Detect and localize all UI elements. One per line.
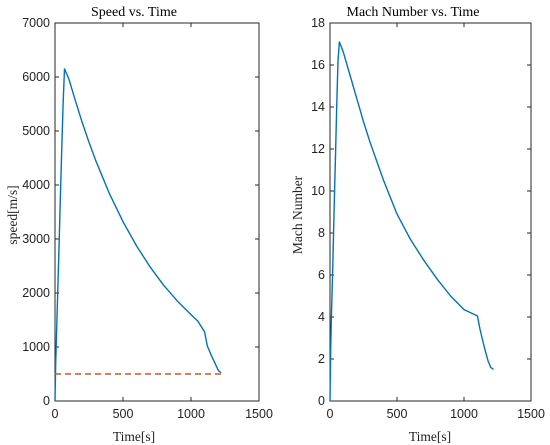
y-tick-label: 0 xyxy=(43,394,50,408)
y-tick-label: 5000 xyxy=(22,124,50,138)
x-tick-label: 500 xyxy=(113,407,134,421)
y-tick-label: 3000 xyxy=(22,232,50,246)
x-tick-label: 1500 xyxy=(517,407,545,421)
x-tick-label: 0 xyxy=(52,407,59,421)
y-tick-label: 0 xyxy=(318,394,325,408)
mach-chart: Mach Number vs. Time Time[s] Mach Number… xyxy=(290,5,545,444)
y-tick-label: 18 xyxy=(311,16,325,30)
series-line xyxy=(54,68,222,402)
speed-chart-xlabel: Time[s] xyxy=(113,429,155,444)
y-tick-label: 1000 xyxy=(22,340,50,354)
x-tick-label: 500 xyxy=(387,407,408,421)
y-tick-label: 12 xyxy=(311,142,325,156)
series-line xyxy=(329,41,494,402)
speed-chart-title: Speed vs. Time xyxy=(91,5,177,20)
mach-chart-title: Mach Number vs. Time xyxy=(347,5,480,20)
y-tick-label: 6 xyxy=(318,268,325,282)
y-tick-label: 2000 xyxy=(22,286,50,300)
x-tick-label: 1500 xyxy=(245,407,273,421)
speed-chart-ylabel: speed[m/s] xyxy=(5,185,20,244)
mach-chart-ylabel: Mach Number xyxy=(290,175,305,254)
y-tick-label: 4000 xyxy=(22,178,50,192)
y-tick-label: 2 xyxy=(318,352,325,366)
y-tick-label: 10 xyxy=(311,184,325,198)
speed-chart-ticks: 0 500 1000 1500 0 1000 2000 3000 4000 5000 6000 700… xyxy=(22,16,273,421)
y-tick-label: 4 xyxy=(318,310,325,324)
mach-chart-xlabel: Time[s] xyxy=(409,429,451,444)
y-tick-label: 16 xyxy=(311,58,325,72)
y-tick-label: 8 xyxy=(318,226,325,240)
mach-chart-plot-area xyxy=(329,22,532,402)
speed-chart: Speed vs. Time Time[s] speed[m/s] 0 500 10… xyxy=(5,5,273,444)
mach-chart-ticks: 0 500 1000 1500 0 2 4 6 8 10 12 14 16 18 xyxy=(311,16,545,421)
y-tick-label: 14 xyxy=(311,100,325,114)
x-tick-label: 0 xyxy=(327,407,334,421)
speed-chart-series xyxy=(54,68,222,402)
x-tick-label: 1000 xyxy=(177,407,205,421)
speed-chart-plot-area xyxy=(54,22,260,402)
y-tick-label: 6000 xyxy=(22,70,50,84)
y-tick-label: 7000 xyxy=(22,16,50,30)
mach-chart-series xyxy=(329,41,494,402)
x-tick-label: 1000 xyxy=(450,407,478,421)
